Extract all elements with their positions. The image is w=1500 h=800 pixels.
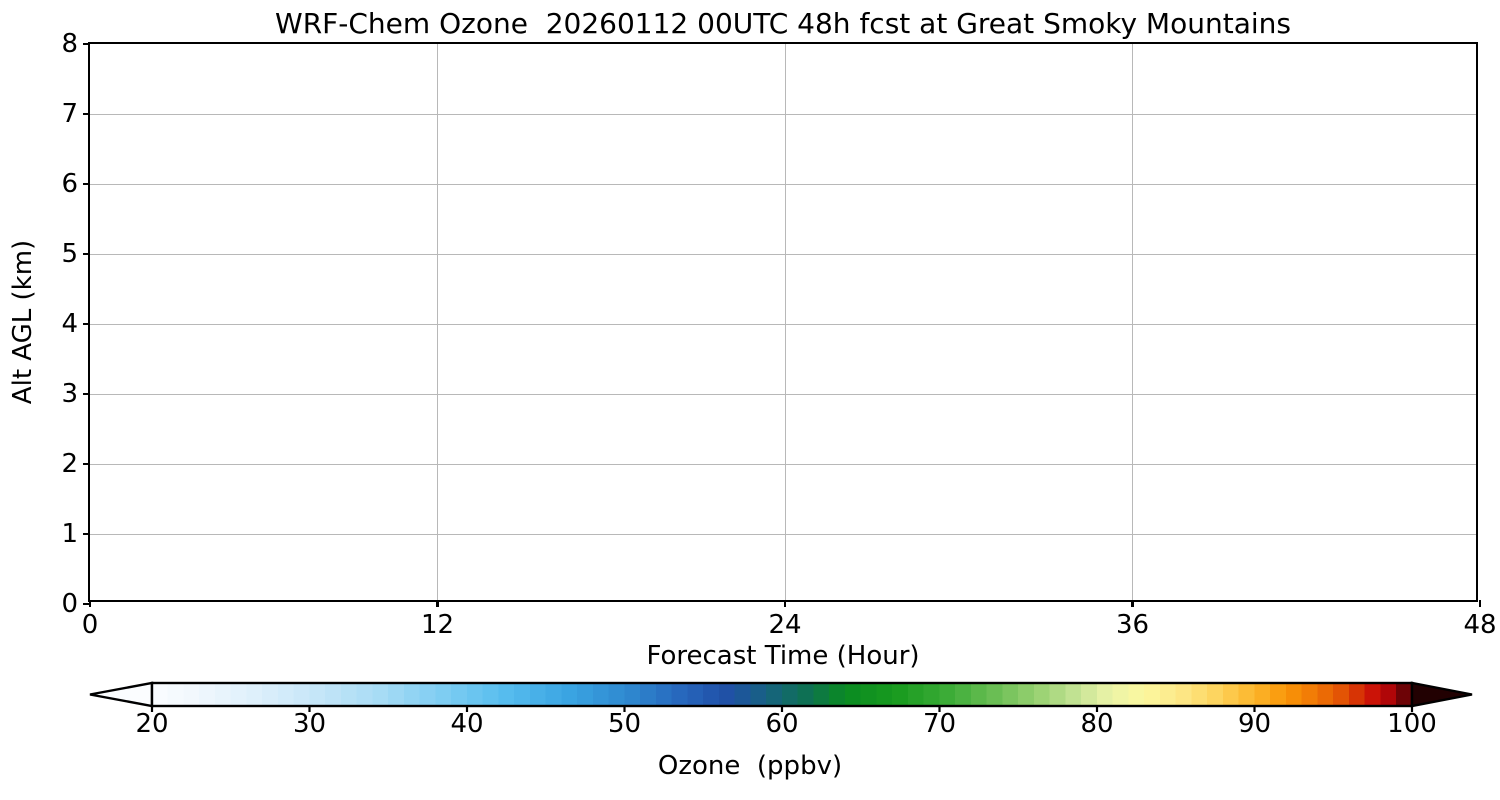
y-axis-tick-label: 3: [61, 379, 78, 409]
x-axis-tick: [1131, 600, 1134, 607]
y-axis-tick: [83, 112, 90, 116]
y-axis-tick-label: 4: [61, 309, 78, 339]
colorbar-tick-label: 60: [765, 709, 799, 739]
y-axis-label: Alt AGL (km): [6, 42, 40, 602]
y-axis-tick-label: 1: [61, 519, 78, 549]
colorbar-tick-label: 40: [450, 709, 484, 739]
plot-area: 0 1 2 3 4 5 6 7 8 0 12 24 36 48: [61, 31, 1496, 640]
y-axis-tick: [83, 392, 90, 396]
gridline-horizontal: [90, 253, 1476, 255]
colorbar-tick-label: 20: [135, 709, 169, 739]
gridline-horizontal: [90, 113, 1476, 115]
x-axis-tick-label: 24: [768, 610, 802, 640]
y-axis-tick-label: 5: [61, 239, 78, 269]
gridline-horizontal: [90, 183, 1476, 185]
gridline-horizontal: [90, 463, 1476, 465]
gridline-horizontal: [90, 533, 1476, 535]
x-axis-tick-label: 36: [1115, 610, 1150, 640]
y-axis-tick-label: 7: [61, 99, 78, 129]
colorbar-tick-label: 30: [292, 709, 327, 739]
y-axis-tick: [83, 182, 90, 186]
gridline-vertical: [437, 44, 438, 600]
x-axis-tick-label: 48: [1463, 610, 1497, 640]
y-axis-tick: [83, 602, 90, 606]
y-axis-tick-label: 8: [61, 29, 78, 59]
y-axis-tick-label: 0: [61, 589, 78, 619]
gridline-vertical: [784, 44, 786, 600]
colorbar-tick-label: 90: [1237, 709, 1272, 739]
gridline-horizontal: [90, 323, 1476, 325]
y-axis-tick: [83, 532, 90, 536]
y-axis-tick-label: 2: [61, 449, 78, 479]
colorbar-min-extend-arrow: [89, 681, 154, 708]
x-axis-tick-label: 0: [81, 610, 99, 640]
plot-inner-region: [90, 44, 1476, 600]
x-axis-tick: [1478, 600, 1482, 607]
y-axis-tick: [83, 462, 90, 466]
x-axis-tick: [88, 600, 92, 607]
colorbar-tick-label: 80: [1080, 709, 1114, 739]
y-axis-tick-label: 6: [61, 169, 78, 199]
colorbar-tick-label: 70: [922, 709, 957, 739]
x-axis-label: Forecast Time (Hour): [646, 641, 920, 671]
colorbar-label: Ozone (ppbv): [657, 751, 843, 781]
colorbar-gradient-body: [150, 681, 1414, 708]
x-axis-tick: [436, 600, 439, 607]
y-axis-label-text: Alt AGL (km): [8, 239, 38, 405]
colorbar-max-extend-arrow: [1410, 681, 1473, 708]
y-axis-tick: [83, 322, 90, 326]
x-axis-tick: [783, 600, 787, 607]
colorbar-tick-label: 50: [607, 709, 642, 739]
gridline-vertical: [1132, 44, 1133, 600]
y-axis-tick: [83, 252, 90, 256]
page-title: WRF-Chem Ozone 20260112 00UTC 48h fcst a…: [275, 7, 1291, 40]
colorbar-tick-label: 100: [1387, 709, 1437, 739]
colorbar-tick-labels: 20 30 40 50 60 70 80 90 100: [0, 709, 1500, 743]
gridline-horizontal: [90, 393, 1476, 395]
y-axis-tick: [83, 42, 90, 46]
x-axis-tick-label: 12: [420, 610, 455, 640]
